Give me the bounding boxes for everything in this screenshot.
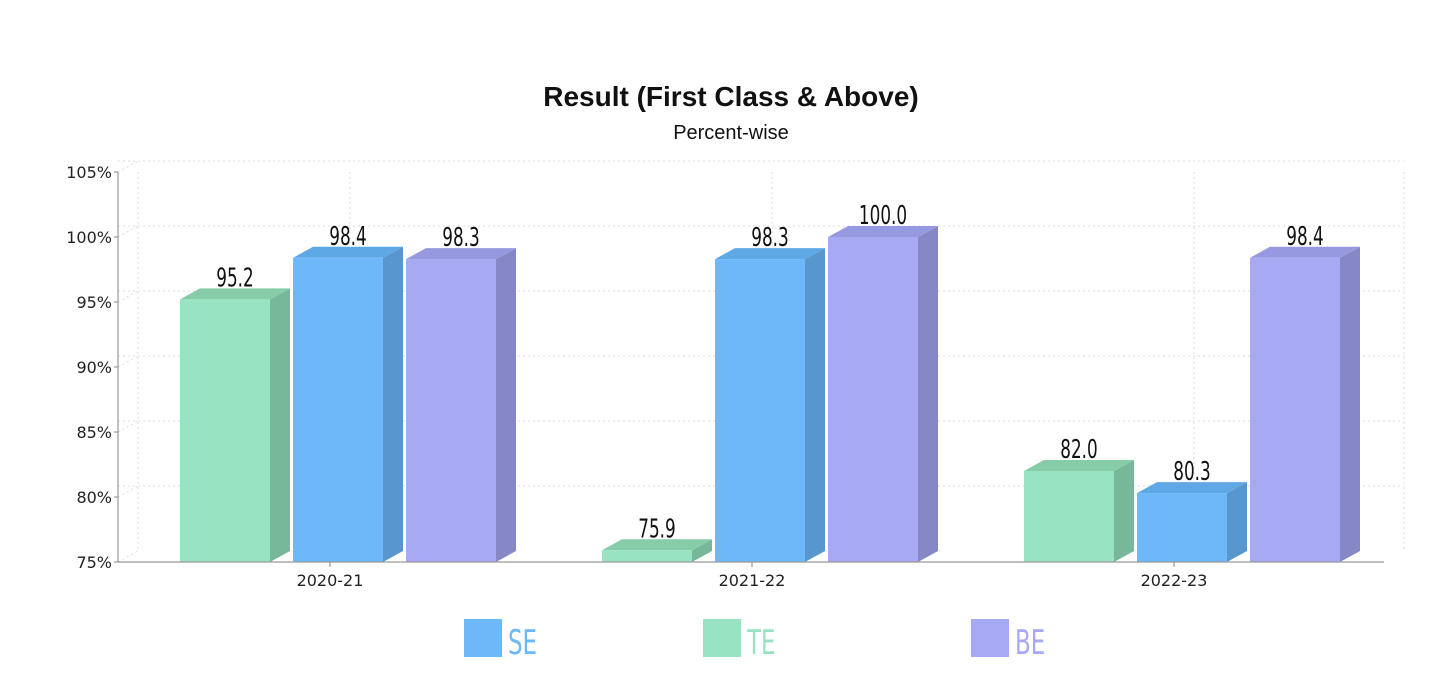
bar-front	[1250, 257, 1340, 562]
data-label: 75.9	[638, 514, 675, 544]
y-tick-label: 85%	[76, 423, 112, 442]
legend-item-be: BE	[971, 619, 1045, 663]
bar-side	[383, 246, 403, 563]
axes: 75% 80% 85% 90% 95% 100% 105% 2020-21 2021-22 202…	[66, 163, 1384, 590]
legend-swatch	[464, 619, 502, 657]
data-label: 100.0	[859, 201, 907, 231]
bar-top	[1024, 460, 1134, 471]
bar-side	[1114, 460, 1134, 562]
bar-top	[293, 246, 403, 258]
legend-label: BE	[1015, 623, 1045, 663]
bar-side	[270, 288, 290, 562]
gridline-depth	[117, 225, 139, 238]
x-tick-label: 2020-21	[297, 571, 364, 590]
data-label: 95.2	[216, 263, 253, 293]
bar-front	[602, 550, 692, 562]
bar-front	[1024, 471, 1114, 562]
bar-side	[496, 248, 516, 562]
gridline-depth	[117, 290, 139, 303]
data-label: 98.3	[442, 223, 479, 253]
legend-label: SE	[508, 623, 537, 663]
legend: SE TE BE	[464, 619, 1045, 663]
bar-front	[715, 259, 805, 562]
gridline-depth	[117, 160, 139, 173]
bar-te-2022-23	[1024, 460, 1134, 562]
bar-se-2021-22	[715, 248, 825, 562]
y-tick-label: 100%	[66, 228, 112, 247]
bar-top	[406, 248, 516, 260]
y-tick-label: 90%	[76, 358, 112, 377]
y-tick-label: 95%	[76, 293, 112, 312]
gridline-depth	[117, 420, 139, 433]
bar-be-2022-23	[1250, 246, 1360, 563]
y-tick-label: 105%	[66, 163, 112, 182]
legend-item-te: TE	[703, 619, 776, 663]
bar-front	[180, 299, 270, 562]
bar-top	[1250, 246, 1360, 258]
data-label: 80.3	[1173, 457, 1210, 487]
chart-subtitle: Percent-wise	[673, 122, 789, 144]
bar-side	[1340, 246, 1360, 563]
bar-be-2020-21	[406, 248, 516, 562]
bar-front	[828, 237, 918, 562]
bars	[180, 226, 1360, 563]
data-label: 98.4	[1286, 222, 1323, 252]
bar-side	[692, 539, 712, 562]
gridline-depth	[117, 485, 139, 498]
chart-title: Result (First Class & Above)	[543, 81, 918, 112]
legend-label: TE	[746, 623, 775, 663]
bar-be-2021-22	[828, 226, 938, 562]
bar-front	[293, 257, 383, 562]
data-labels: 95.2 98.4 98.3 75.9 98.3 100.0 82.0 80.3 98.4	[216, 201, 1323, 544]
bar-side	[918, 226, 938, 562]
y-tick-label: 75%	[76, 553, 112, 572]
bar-se-2020-21	[293, 246, 403, 563]
data-label: 98.3	[751, 223, 788, 253]
bar-front	[1137, 493, 1227, 562]
bar-front	[406, 259, 496, 562]
x-tick-label: 2021-22	[719, 571, 786, 590]
y-tick-label: 80%	[76, 488, 112, 507]
legend-item-se: SE	[464, 619, 537, 663]
data-label: 98.4	[329, 222, 366, 252]
bar-se-2022-23	[1137, 482, 1247, 562]
bar-top	[828, 226, 938, 237]
gridline-depth	[117, 355, 139, 368]
bar-top	[1137, 482, 1247, 494]
bar-top	[180, 288, 290, 300]
bar-side	[1227, 482, 1247, 562]
bar-te-2020-21	[180, 288, 290, 562]
gridline-depth	[117, 550, 139, 563]
data-label: 82.0	[1060, 435, 1097, 465]
legend-swatch	[703, 619, 741, 657]
bar-top	[715, 248, 825, 260]
x-tick-label: 2022-23	[1141, 571, 1208, 590]
bar-te-2021-22	[602, 539, 712, 562]
bar-side	[805, 248, 825, 562]
legend-swatch	[971, 619, 1009, 657]
bar-top	[602, 539, 712, 551]
